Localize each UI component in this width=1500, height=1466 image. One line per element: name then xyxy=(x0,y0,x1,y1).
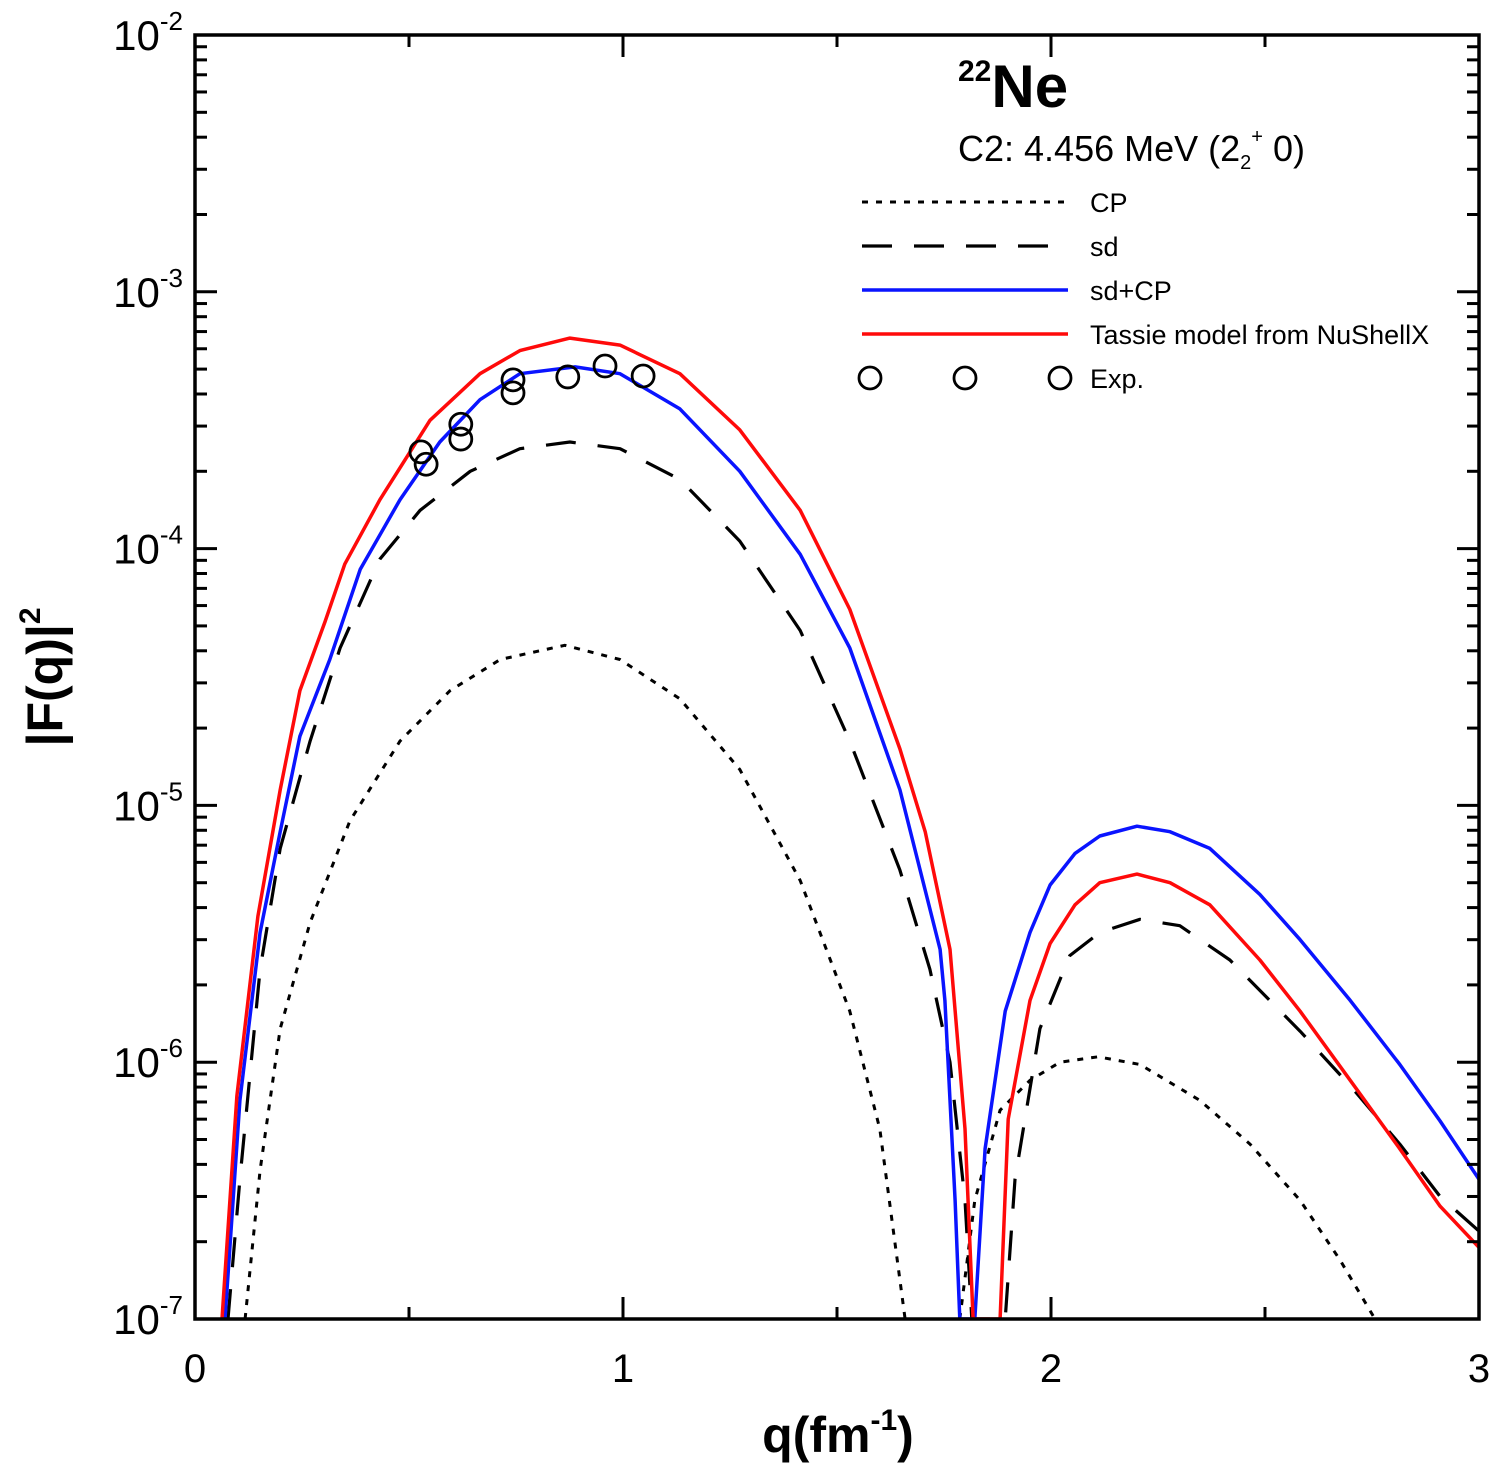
chart-title: 22Ne xyxy=(958,53,1068,120)
legend-label-sd-cp: sd+CP xyxy=(1090,276,1172,306)
x-tick-label: 2 xyxy=(1040,1347,1062,1391)
x-tick-label: 1 xyxy=(612,1347,634,1391)
chart-subtitle: C2: 4.456 MeV (22+ 0) xyxy=(958,126,1305,174)
x-tick-label: 3 xyxy=(1468,1347,1490,1391)
legend-label-sd: sd xyxy=(1090,232,1119,262)
data-point-exp xyxy=(500,367,526,393)
y-axis-label: |F(q)|2 xyxy=(14,607,74,746)
data-point-exp xyxy=(413,451,439,477)
legend-marker-exp xyxy=(857,365,883,391)
y-tick-label: 10-3 xyxy=(113,263,183,316)
data-point-exp xyxy=(630,363,656,389)
data-point-exp xyxy=(592,353,618,379)
series-line-sd xyxy=(226,440,1479,1319)
data-point-exp xyxy=(448,426,474,452)
x-tick-label: 0 xyxy=(184,1347,206,1391)
data-point-exp xyxy=(408,439,434,465)
y-tick-label: 10-7 xyxy=(113,1290,183,1343)
tick-labels: 0 1 2 3 10-2 10-3 10-4 10-5 10-6 10-7 xyxy=(113,6,1490,1391)
plot-frame xyxy=(193,33,1481,1321)
title-mass-number: 22 xyxy=(958,55,991,88)
data-point-exp xyxy=(448,411,474,437)
y-tick-label: 10-5 xyxy=(113,776,183,829)
x-axis-label: q(fm-1) xyxy=(762,1404,914,1463)
y-tick-label: 10-6 xyxy=(113,1033,183,1086)
title-symbol: Ne xyxy=(991,53,1068,120)
legend-label-exp: Exp. xyxy=(1090,364,1144,394)
series-layer xyxy=(220,336,1479,1319)
series-line-tassie-model-from-nushellx xyxy=(220,336,1479,1319)
legend-marker-exp xyxy=(1047,365,1073,391)
data-point-exp xyxy=(500,380,526,406)
legend-marker-exp xyxy=(952,365,978,391)
legend-label-cp: CP xyxy=(1090,188,1128,218)
axis-ticks xyxy=(193,35,1481,1321)
series-line-sd-cp xyxy=(223,365,1479,1319)
y-tick-label: 10-2 xyxy=(113,6,183,59)
series-line-cp xyxy=(243,643,1377,1319)
legend-label-tassie-model-from-nushellx: Tassie model from NuShellX xyxy=(1090,320,1429,350)
legend: CP sd sd+CP Tassie model from NuShellX Exp. xyxy=(857,188,1429,394)
y-tick-label: 10-4 xyxy=(113,520,183,573)
data-point-exp xyxy=(555,364,581,390)
